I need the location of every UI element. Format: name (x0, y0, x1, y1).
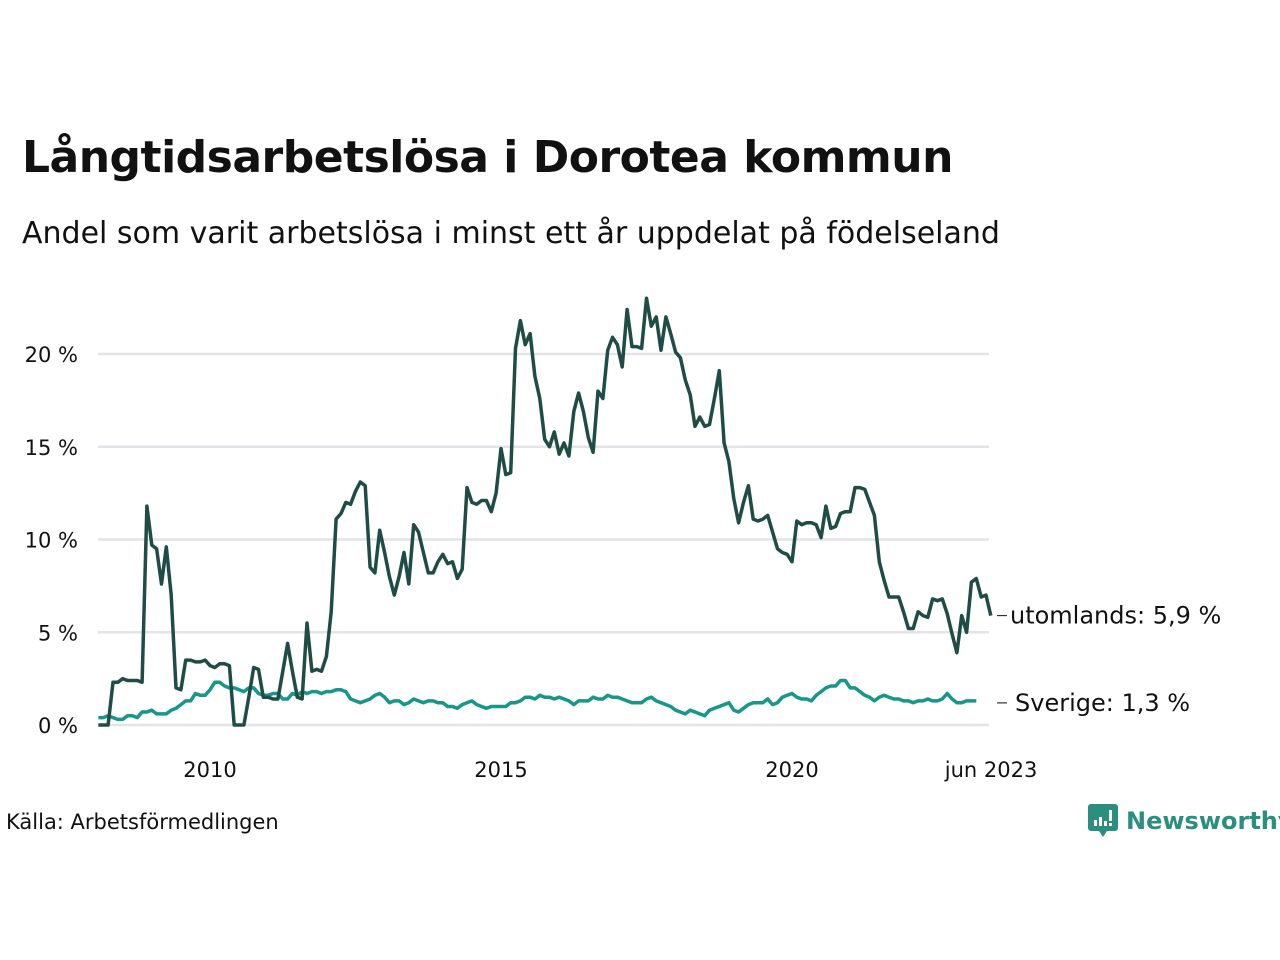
series-lines (98, 296, 993, 727)
y-axis-ticks: 0 % 5 % 10 % 15 % 20 % (25, 343, 78, 738)
source-note: Källa: Arbetsförmedlingen (6, 810, 279, 834)
bar-chart-speech-bubble-icon (1088, 804, 1118, 837)
series-line-sverige (98, 678, 977, 722)
x-tick-label: 2010 (183, 758, 236, 782)
y-tick-label: 10 % (25, 529, 78, 553)
y-tick-label: 20 % (25, 343, 78, 367)
y-tick-label: 0 % (38, 714, 78, 738)
end-label-sverige: Sverige: 1,3 % (1015, 689, 1190, 717)
gridlines (98, 352, 989, 727)
x-tick-label: jun 2023 (944, 758, 1038, 782)
x-tick-label: 2015 (474, 758, 527, 782)
brand-name: Newsworthy (1126, 807, 1280, 835)
end-labels: utomlands: 5,9 % Sverige: 1,3 % (997, 602, 1221, 717)
x-axis-ticks: 2010 2015 2020 jun 2023 (183, 758, 1037, 782)
y-tick-label: 15 % (25, 436, 78, 460)
y-tick-label: 5 % (38, 621, 78, 645)
newsworthy-logo[interactable]: Newsworthy (1088, 804, 1280, 838)
chart-title: Långtidsarbetslösa i Dorotea kommun (22, 132, 953, 183)
x-tick-label: 2020 (765, 758, 818, 782)
end-label-utomlands: utomlands: 5,9 % (1010, 602, 1221, 630)
chart-subtitle: Andel som varit arbetslösa i minst ett å… (22, 216, 1000, 251)
series-line-utomlands (98, 296, 993, 727)
